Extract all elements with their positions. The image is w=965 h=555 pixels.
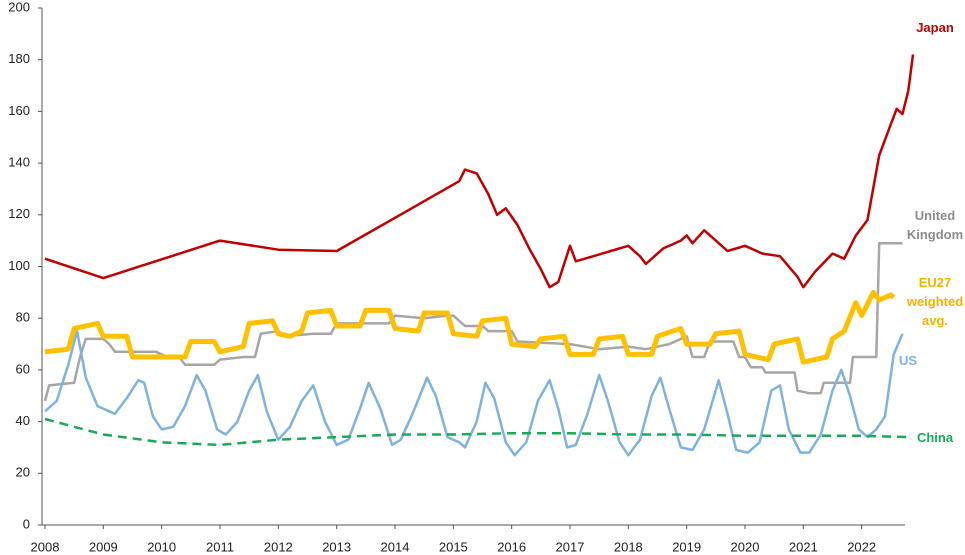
x-tick-label: 2014 <box>381 539 410 554</box>
y-tick-label: 80 <box>16 310 30 325</box>
series-label: Japan <box>916 20 954 35</box>
y-tick-label: 200 <box>8 0 30 14</box>
series-line <box>43 241 903 402</box>
x-tick-label: 2015 <box>439 539 468 554</box>
y-tick-label: 40 <box>16 413 30 428</box>
x-tick-label: 2009 <box>89 539 118 554</box>
x-tick-label: 2018 <box>614 539 643 554</box>
x-tick-label: 2016 <box>497 539 526 554</box>
y-tick-label: 120 <box>8 206 30 221</box>
y-tick-label: 180 <box>8 51 30 66</box>
series-label: US <box>898 353 918 368</box>
x-tick-label: 2019 <box>672 539 701 554</box>
series-label: United Kingdom <box>906 208 964 242</box>
y-tick-label: 140 <box>8 155 30 170</box>
series-line <box>44 289 896 365</box>
x-tick-label: 2011 <box>206 539 234 554</box>
y-tick-label: 0 <box>23 516 30 531</box>
series-label: EU27 weighted avg. <box>906 275 964 328</box>
y-tick-label: 60 <box>16 361 30 376</box>
x-tick-label: 2013 <box>322 539 351 554</box>
y-tick-label: 20 <box>16 465 30 480</box>
x-tick-label: 2020 <box>731 539 760 554</box>
x-tick-label: 2021 <box>789 539 818 554</box>
series-line <box>44 54 915 289</box>
y-tick-label: 160 <box>8 103 30 118</box>
x-tick-label: 2022 <box>847 539 876 554</box>
x-tick-label: 2008 <box>31 539 60 554</box>
series-line <box>44 417 909 447</box>
series-line <box>44 329 904 457</box>
x-tick-label: 2010 <box>147 539 176 554</box>
y-tick-label: 100 <box>8 258 30 273</box>
x-tick-label: 2017 <box>556 539 585 554</box>
x-tick-label: 2012 <box>264 539 293 554</box>
series-label: China <box>916 430 954 445</box>
